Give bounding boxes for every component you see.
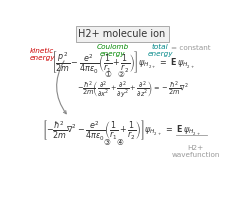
Text: = constant: = constant: [171, 45, 211, 51]
Text: H2+
wavefunction: H2+ wavefunction: [172, 145, 220, 158]
Text: H2+ molecule ion: H2+ molecule ion: [78, 29, 166, 39]
Text: ①: ①: [105, 70, 112, 79]
Text: total
energy: total energy: [147, 44, 173, 57]
Text: $-\dfrac{\hbar^2}{2m}\!\left(\dfrac{\partial^2}{\partial x^2}+\dfrac{\partial^2}: $-\dfrac{\hbar^2}{2m}\!\left(\dfrac{\par…: [77, 80, 189, 100]
Text: $\left[-\dfrac{\hbar^2}{2m}\nabla^2 - \dfrac{e^2}{4\pi\varepsilon_0}\left(\dfrac: $\left[-\dfrac{\hbar^2}{2m}\nabla^2 - \d…: [42, 118, 201, 142]
Text: $\left[\dfrac{p^2}{2m} - \dfrac{e^2}{4\pi\varepsilon_0}\left(\dfrac{1}{r_1}+\dfr: $\left[\dfrac{p^2}{2m} - \dfrac{e^2}{4\p…: [51, 49, 195, 75]
Text: kinetic
energy: kinetic energy: [30, 48, 55, 61]
Text: ③: ③: [104, 138, 111, 147]
Text: ②: ②: [117, 70, 124, 79]
FancyArrowPatch shape: [57, 61, 66, 114]
Text: Coulomb
energy: Coulomb energy: [97, 44, 129, 57]
Text: ④: ④: [116, 138, 123, 147]
